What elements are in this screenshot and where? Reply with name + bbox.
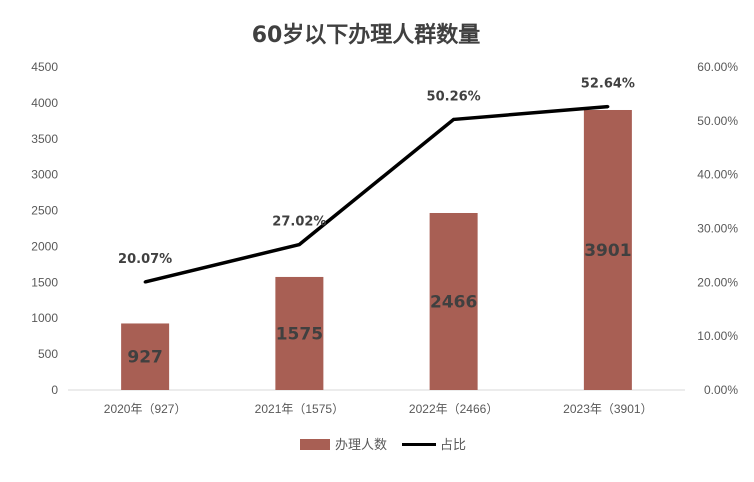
right-axis-tick-label: 60.00% [697,60,738,74]
bar [429,212,478,390]
right-axis: 0.00% 10.00% 20.00% 30.00% 40.00% 50.00% 60.00… [697,60,738,397]
bar-data-label: 3901 [584,241,631,261]
x-axis: 2020年（927） 2021年（1575） 2022年（2466） 2023年（39… [104,402,653,416]
line-data-label: 50.26% [427,89,481,104]
line-point [143,280,147,284]
bar-data-label: 927 [127,348,163,368]
line-data-label: 20.07% [118,252,172,267]
chart-title: 60岁以下办理人群数量 [252,22,481,48]
bar [275,276,324,390]
right-axis-tick-label: 20.00% [697,275,738,289]
right-axis-tick-label: 30.00% [697,222,738,236]
line-path [144,104,609,284]
x-axis-tick-label: 2022年（2466） [409,402,498,416]
right-axis-tick-label: 40.00% [697,168,738,182]
x-axis-tick-label: 2021年（1575） [255,402,344,416]
line-point [606,105,610,109]
line-data-label: 27.02% [272,215,326,230]
bar-data-label: 1575 [276,324,323,344]
left-axis: 0 500 1000 1500 2000 2500 3000 3500 4000 4500 [31,60,58,397]
left-axis-tick-label: 500 [38,347,58,361]
left-axis-tick-label: 2500 [31,204,58,218]
left-axis-tick-label: 1500 [31,275,58,289]
left-axis-tick-label: 3000 [31,168,58,182]
line-data-label: 52.64% [581,77,635,92]
right-axis-tick-label: 10.00% [697,329,738,343]
legend-bar-label: 办理人数 [335,438,387,453]
line-series: 20.07% 27.02% 50.26% 52.64% [118,77,635,284]
legend: 办理人数 占比 [300,438,466,453]
x-axis-tick-label: 2023年（3901） [563,402,652,416]
bar-series: 927 1575 2466 3901 [121,109,632,391]
right-axis-tick-label: 0.00% [704,383,738,397]
left-axis-tick-label: 3500 [31,132,58,146]
legend-line-label: 占比 [440,438,466,453]
line-point [297,243,301,247]
left-axis-tick-label: 4000 [31,96,58,110]
bar-data-label: 2466 [430,292,477,312]
bar [583,109,632,391]
left-axis-tick-label: 4500 [31,60,58,74]
legend-bar-swatch [300,439,330,450]
bar [121,323,170,390]
left-axis-tick-label: 1000 [31,311,58,325]
left-axis-tick-label: 0 [51,383,58,397]
x-axis-tick-label: 2020年（927） [104,402,187,416]
left-axis-tick-label: 2000 [31,239,58,253]
right-axis-tick-label: 50.00% [697,114,738,128]
line-point [452,117,456,121]
